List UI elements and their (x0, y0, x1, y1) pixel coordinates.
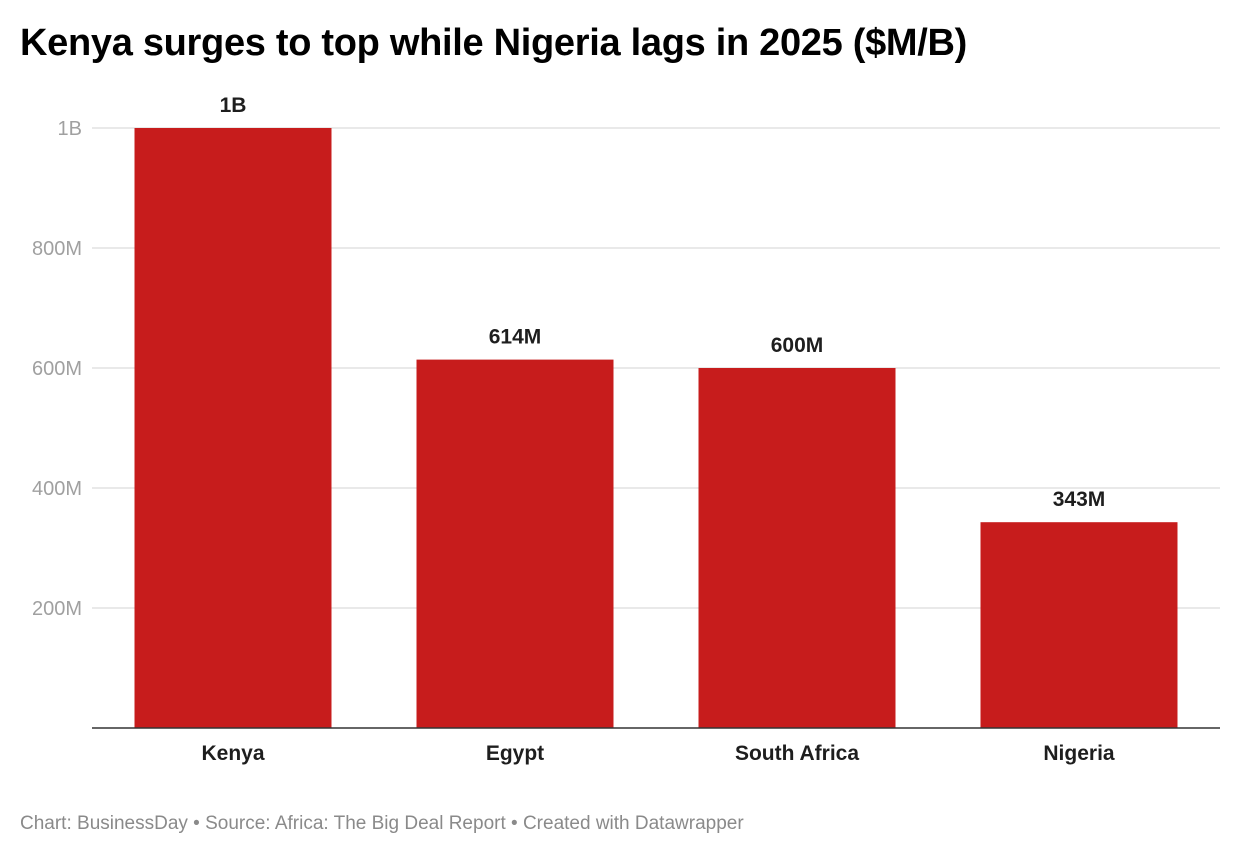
chart-footer: Chart: BusinessDay • Source: Africa: The… (20, 813, 744, 834)
bar-nigeria (980, 522, 1178, 728)
bar-egypt (416, 359, 614, 728)
x-category-label: Kenya (201, 742, 264, 765)
data-label: 600M (771, 334, 824, 357)
y-tick-label: 600M (32, 358, 82, 380)
chart-title: Kenya surges to top while Nigeria lags i… (20, 22, 968, 64)
y-tick-label: 800M (32, 238, 82, 260)
x-category-label: South Africa (735, 742, 859, 765)
y-tick-label: 200M (32, 598, 82, 620)
x-category-label: Egypt (486, 742, 544, 765)
data-label: 614M (489, 326, 542, 349)
bar-kenya (134, 128, 332, 728)
data-label: 343M (1053, 488, 1106, 511)
y-tick-label: 400M (32, 478, 82, 500)
bar-south-africa (698, 368, 896, 728)
data-label: 1B (220, 94, 247, 117)
x-category-label: Nigeria (1043, 742, 1115, 765)
y-tick-label: 1B (58, 118, 82, 140)
